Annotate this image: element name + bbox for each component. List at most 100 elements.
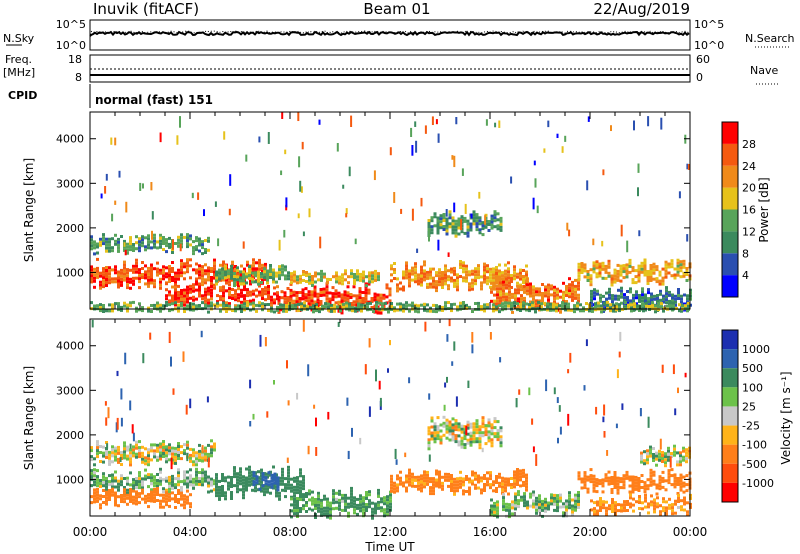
heatmap-cell xyxy=(120,500,123,503)
heatmap-cell xyxy=(147,460,150,464)
heatmap-cell xyxy=(174,283,177,287)
heatmap-cell xyxy=(192,483,195,487)
heatmap-cell xyxy=(478,434,482,438)
heatmap-cell xyxy=(192,305,195,309)
heatmap-cell xyxy=(550,287,553,291)
heatmap-cell xyxy=(601,267,605,271)
heatmap-cell xyxy=(626,503,629,506)
heatmap-cell xyxy=(495,269,498,272)
heatmap-cell xyxy=(411,269,414,273)
heatmap-cell xyxy=(165,244,168,248)
heatmap-cell xyxy=(472,425,476,429)
heatmap-cell xyxy=(457,428,461,432)
heatmap-cell xyxy=(120,480,123,484)
heatmap-cell xyxy=(637,486,641,489)
heatmap-cell xyxy=(105,278,108,281)
heatmap-cell xyxy=(454,222,458,226)
heatmap-cell xyxy=(438,482,441,486)
heatmap-cell xyxy=(189,453,192,457)
heatmap-cell xyxy=(523,504,526,508)
heatmap-cell xyxy=(325,297,329,301)
heatmap-cell xyxy=(522,468,525,472)
heatmap-cell xyxy=(495,281,498,284)
heatmap-cell xyxy=(189,502,192,506)
heatmap-cell xyxy=(631,484,635,488)
heatmap-cell xyxy=(455,396,458,407)
heatmap-cell xyxy=(221,494,224,497)
heatmap-cell xyxy=(344,272,347,276)
heatmap-cell xyxy=(117,448,120,452)
heatmap-cell xyxy=(322,293,326,297)
heatmap-cell xyxy=(174,455,177,459)
heatmap-cell xyxy=(186,291,189,295)
heatmap-cell xyxy=(466,426,470,430)
heatmap-cell xyxy=(93,273,96,277)
heatmap-cell xyxy=(456,288,459,292)
heatmap-cell xyxy=(558,304,561,308)
heatmap-cell xyxy=(643,261,647,265)
heatmap-cell xyxy=(102,239,105,243)
heatmap-cell xyxy=(603,404,606,416)
heatmap-cell xyxy=(574,296,577,300)
heatmap-cell xyxy=(168,481,171,485)
heatmap-cell xyxy=(132,489,135,493)
heatmap-cell xyxy=(481,224,485,228)
heatmap-cell xyxy=(218,488,221,492)
heatmap-cell xyxy=(429,273,432,277)
heatmap-cell xyxy=(635,500,638,504)
heatmap-cell xyxy=(135,499,138,503)
heatmap-cell xyxy=(649,445,652,449)
heatmap-cell xyxy=(368,502,371,506)
heatmap-cell xyxy=(654,304,657,308)
heatmap-cell xyxy=(577,494,580,497)
heatmap-cell xyxy=(165,448,168,452)
heatmap-cell xyxy=(383,496,386,500)
heatmap-cell xyxy=(195,451,198,455)
heatmap-cell xyxy=(468,477,471,481)
heatmap-cell xyxy=(678,309,681,313)
heatmap-cell xyxy=(129,463,132,467)
heatmap-cell xyxy=(239,467,242,471)
heatmap-cell xyxy=(123,272,126,276)
heatmap-cell xyxy=(561,146,564,153)
heatmap-cell xyxy=(207,310,210,314)
heatmap-cell xyxy=(436,231,440,235)
heatmap-cell xyxy=(325,291,329,295)
heatmap-cell xyxy=(290,497,293,501)
heatmap-cell xyxy=(402,285,405,289)
heatmap-cell xyxy=(544,294,547,298)
heatmap-cell xyxy=(574,502,577,506)
heatmap-cell xyxy=(571,507,574,511)
heatmap-cell xyxy=(507,261,510,265)
heatmap-cell xyxy=(486,282,489,286)
heatmap-cell xyxy=(437,239,440,251)
heatmap-cell xyxy=(417,481,420,485)
heatmap-cell xyxy=(177,454,180,457)
heatmap-cell xyxy=(405,301,408,305)
heatmap-cell xyxy=(302,478,305,482)
heatmap-cell xyxy=(564,135,567,142)
heatmap-cell xyxy=(285,204,288,211)
heatmap-cell xyxy=(385,286,389,290)
heatmap-cell xyxy=(450,279,453,283)
heatmap-cell xyxy=(402,288,405,292)
heatmap-cell xyxy=(301,141,304,150)
heatmap-cell xyxy=(228,280,231,284)
heatmap-cell xyxy=(616,272,620,276)
heatmap-cell xyxy=(126,286,129,290)
heatmap-cell xyxy=(343,290,347,294)
heatmap-cell xyxy=(289,282,293,286)
heatmap-cell xyxy=(353,279,356,282)
heatmap-cell xyxy=(310,299,314,303)
heatmap-cell xyxy=(261,484,265,488)
heatmap-cell xyxy=(550,293,553,297)
heatmap-cell xyxy=(221,488,224,491)
heatmap-cell xyxy=(224,497,227,501)
heatmap-cell xyxy=(111,280,114,284)
heatmap-cell xyxy=(331,298,335,302)
heatmap-cell xyxy=(174,291,177,295)
heatmap-cell xyxy=(471,269,474,273)
heatmap-cell xyxy=(388,290,392,294)
heatmap-cell xyxy=(513,274,516,278)
heatmap-cell xyxy=(468,285,471,289)
